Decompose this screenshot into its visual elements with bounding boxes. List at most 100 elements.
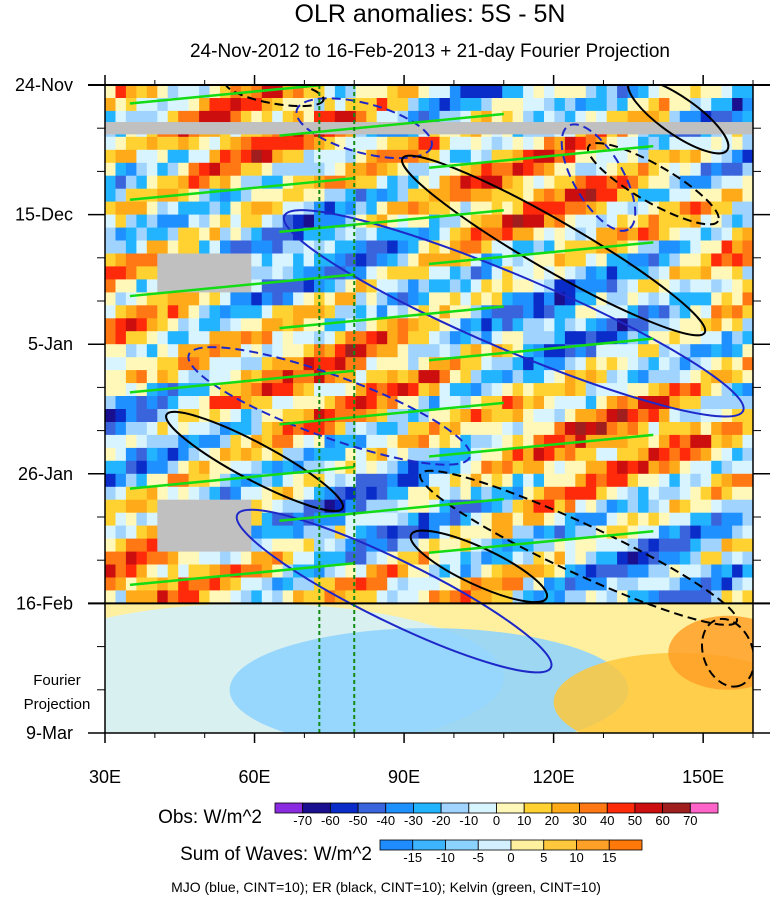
obs-cell (627, 98, 639, 112)
obs-cell (585, 85, 597, 99)
obs-cell (512, 85, 524, 99)
obs-cell (220, 434, 232, 449)
obs-cell (105, 551, 117, 566)
obs-cell (658, 512, 670, 527)
obs-cell (345, 434, 357, 449)
obs-cell (617, 551, 629, 566)
obs-cell (387, 240, 399, 255)
obs-cell (397, 240, 409, 255)
obs-cell (721, 525, 733, 540)
obs-cell (679, 551, 691, 566)
waves-colorbar-tick: 5 (540, 850, 547, 865)
obs-cell (199, 227, 211, 242)
obs-cell (188, 447, 200, 462)
obs-cell (554, 512, 566, 527)
obs-cell (690, 396, 702, 410)
obs-cell (439, 85, 451, 99)
obs-cell (617, 512, 629, 527)
obs-cell (449, 292, 461, 306)
obs-cell (261, 590, 273, 604)
obs-cell (429, 136, 441, 151)
obs-cell (512, 422, 524, 436)
obs-cell (418, 383, 430, 397)
obs-cell (366, 357, 378, 371)
obs-cell (314, 357, 326, 371)
obs-cell (303, 434, 315, 449)
obs-cell (481, 344, 493, 358)
obs-cell (658, 279, 670, 293)
obs-cell (397, 422, 409, 436)
obs-cell (408, 473, 420, 488)
obs-cell (408, 305, 420, 319)
obs-cell (742, 175, 753, 190)
obs-cell (460, 512, 472, 527)
obs-cell (408, 512, 420, 527)
obs-cell (429, 162, 441, 177)
obs-cell (345, 590, 357, 604)
obs-cell (627, 136, 639, 151)
heatmap-cells (105, 85, 753, 604)
obs-cell (105, 434, 117, 449)
obs-cell (533, 98, 545, 112)
kelvin-streak (129, 465, 355, 490)
obs-cell (125, 240, 137, 255)
obs-cell (564, 292, 576, 306)
obs-cell (136, 201, 148, 216)
obs-cell (199, 292, 211, 306)
obs-cell (585, 331, 597, 345)
obs-cell (355, 227, 367, 242)
obs-cell (125, 214, 137, 229)
obs-cell (418, 590, 430, 604)
obs-cell (125, 292, 137, 306)
obs-cell (251, 577, 263, 592)
obs-cell (554, 201, 566, 216)
obs-cell (220, 253, 232, 268)
obs-colorbar-tick: -10 (459, 813, 478, 828)
obs-cell (303, 357, 315, 371)
obs-cell (669, 279, 681, 293)
obs-cell (575, 564, 587, 579)
obs-cell (230, 175, 242, 190)
obs-cell (679, 331, 691, 345)
obs-cell (439, 149, 451, 164)
obs-cell (105, 409, 117, 423)
obs-cell (711, 499, 723, 514)
obs-cell (669, 590, 681, 604)
obs-cell (554, 422, 566, 436)
obs-cell (334, 136, 346, 151)
obs-cell (533, 292, 545, 306)
obs-colorbar-swatch (440, 802, 470, 814)
obs-cell (355, 266, 367, 280)
obs-cell (261, 396, 273, 410)
waves-colorbar-swatch (510, 839, 545, 851)
obs-cell (585, 409, 597, 423)
obs-cell (125, 460, 137, 475)
obs-cell (188, 292, 200, 306)
obs-cell (554, 188, 566, 203)
obs-cell (251, 162, 263, 177)
obs-cell (230, 136, 242, 151)
obs-cell (596, 564, 608, 579)
x-tick-label: 60E (239, 767, 271, 787)
obs-cell (125, 525, 137, 540)
obs-cell (167, 357, 179, 371)
obs-colorbar-tick: 70 (683, 813, 697, 828)
obs-cell (387, 305, 399, 319)
obs-cell (439, 512, 451, 527)
obs-cell (429, 175, 441, 190)
obs-cell (439, 188, 451, 203)
obs-cell (293, 188, 305, 203)
obs-cell (314, 525, 326, 540)
obs-cell (481, 279, 493, 293)
obs-cell (502, 85, 514, 99)
obs-cell (429, 331, 441, 345)
obs-cell (544, 538, 556, 553)
obs-cell (481, 422, 493, 436)
obs-cell (240, 240, 252, 255)
obs-cell (669, 331, 681, 345)
obs-cell (700, 577, 712, 592)
obs-cell (261, 318, 273, 332)
obs-cell (690, 240, 702, 255)
obs-cell (136, 590, 148, 604)
obs-cell (345, 486, 357, 501)
